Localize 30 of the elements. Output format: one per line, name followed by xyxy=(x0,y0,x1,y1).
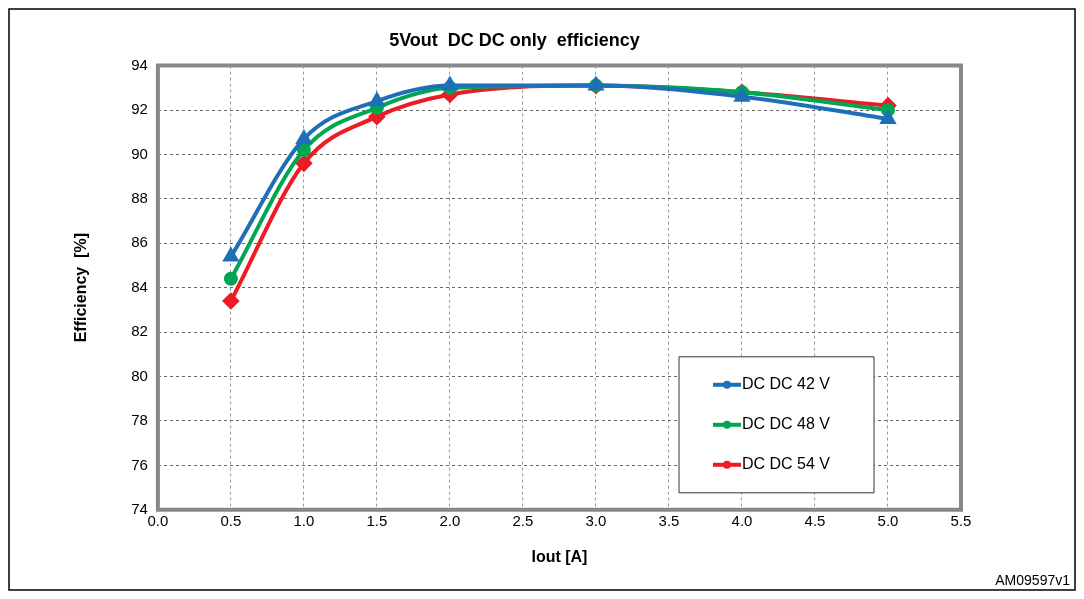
y-tick-label: 86 xyxy=(131,233,148,251)
y-tick-label: 74 xyxy=(131,499,148,517)
x-tick-label: 5.0 xyxy=(877,511,899,529)
y-tick-label: 82 xyxy=(131,322,148,340)
text: AM09597v1 xyxy=(995,572,1071,588)
legend-label: DC DC 54 V xyxy=(742,455,831,473)
x-tick-label: 2.0 xyxy=(439,511,461,529)
x-tick-label: 0.5 xyxy=(220,511,242,529)
y-axis-title: Efficiency [%] xyxy=(72,233,90,343)
legend-label: DC DC 42 V xyxy=(742,375,831,393)
y-tick-label: 92 xyxy=(131,100,148,118)
y-tick-label: 76 xyxy=(131,455,148,473)
y-tick-label: 88 xyxy=(131,189,148,206)
x-axis-title: Iout [A] xyxy=(531,547,588,565)
x-tick-label: 1.5 xyxy=(366,511,388,529)
y-tick-label: 78 xyxy=(131,411,148,429)
legend-label: DC DC 48 V xyxy=(742,415,831,433)
x-tick-label: 4.0 xyxy=(731,511,753,529)
chart-title: 5Vout DC DC only efficiency xyxy=(389,29,640,50)
y-tick-label: 94 xyxy=(131,55,148,73)
y-tick-label: 80 xyxy=(131,366,148,384)
x-tick-label: 0.0 xyxy=(147,511,169,529)
x-tick-label: 1.0 xyxy=(293,511,315,529)
y-tick-label: 84 xyxy=(131,277,148,295)
y-tick-label: 90 xyxy=(131,144,148,162)
x-tick-label: 4.5 xyxy=(804,511,826,529)
x-tick-label: 5.5 xyxy=(950,511,972,529)
x-tick-label: 2.5 xyxy=(512,511,534,529)
x-tick-label: 3.0 xyxy=(585,511,607,529)
x-tick-label: 3.5 xyxy=(658,511,680,529)
